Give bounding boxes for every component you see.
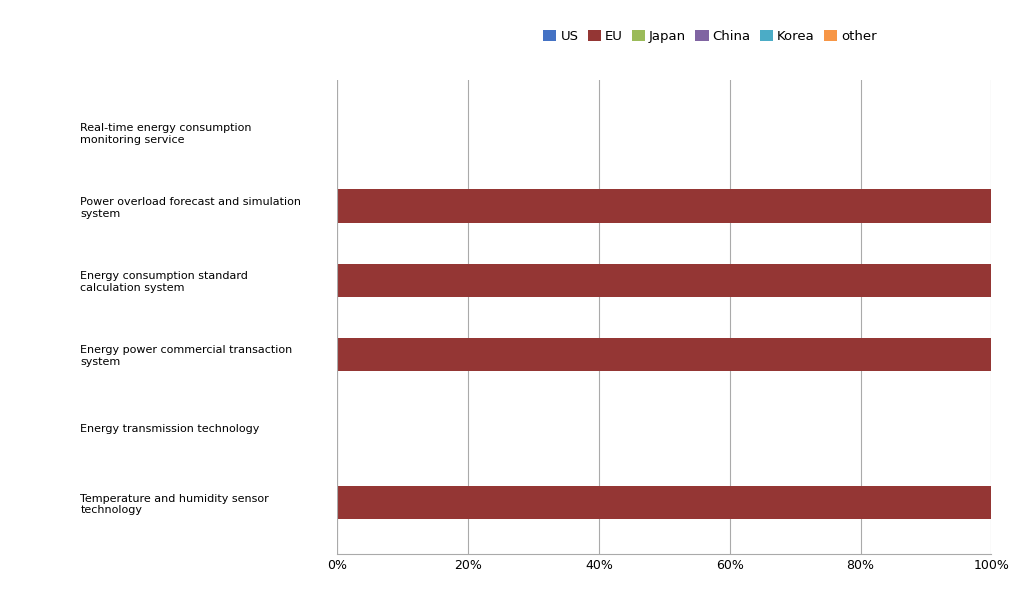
Bar	[337, 189, 991, 223]
Bar	[337, 264, 991, 297]
Bar	[337, 486, 991, 519]
Bar	[337, 338, 991, 371]
Legend: US, EU, Japan, China, Korea, other: US, EU, Japan, China, Korea, other	[538, 25, 882, 49]
